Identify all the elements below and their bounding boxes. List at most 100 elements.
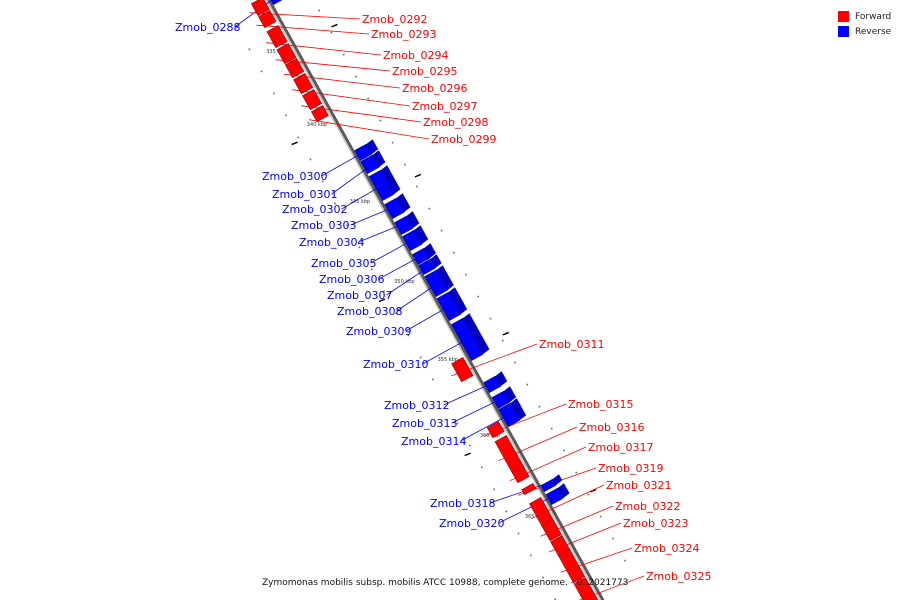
gene-zmob_0315[interactable] [486,421,505,439]
gene-label[interactable]: Zmob_0314 [401,435,466,448]
gene-label[interactable]: Zmob_0321 [606,479,671,492]
gene-zmob_0297[interactable] [293,73,314,95]
minor-tick [505,510,508,513]
gene-label[interactable]: Zmob_0299 [431,133,496,146]
gene-zmob_0302[interactable] [368,165,401,201]
gene-label[interactable]: Zmob_0301 [272,188,337,201]
gene-label[interactable]: Zmob_0295 [392,65,457,78]
gene-label[interactable]: Zmob_0297 [412,100,477,113]
gene-bevel [293,78,302,94]
figure-caption: Zymomonas mobilis subsp. mobilis ATCC 10… [262,578,629,588]
gene-zmob_0320[interactable] [545,483,570,505]
gene-label[interactable]: Zmob_0319 [598,462,663,475]
gene-zmob_0305[interactable] [402,225,429,251]
minor-tick [526,383,529,386]
gene-zmob_0309[interactable] [436,287,468,321]
gene-zmob_0312[interactable] [483,371,508,393]
gene-label[interactable]: Zmob_0302 [282,203,347,216]
gene-bevel [451,362,462,382]
gene-label[interactable]: Zmob_0307 [327,289,392,302]
gene-label[interactable]: Zmob_0310 [363,358,428,371]
gene-label[interactable]: Zmob_0308 [337,305,402,318]
gene-label[interactable]: Zmob_0322 [615,500,680,513]
legend: Forward Reverse [838,9,891,39]
gene-zmob_0304[interactable] [394,211,420,235]
gene-label[interactable]: Zmob_0325 [646,570,711,583]
gene-zmob_0303[interactable] [384,193,411,219]
gene-zmob_0319[interactable] [521,483,537,496]
gene-zmob_0322[interactable] [541,519,562,542]
gene-label[interactable]: Zmob_0305 [311,257,376,270]
gene-zmob_0298[interactable] [302,89,323,111]
gene-label[interactable]: Zmob_0300 [262,170,327,183]
minor-tick [468,444,471,447]
gene-zmob_0293[interactable] [258,10,277,29]
minor-tick [517,532,520,535]
gene-label[interactable]: Zmob_0304 [299,236,364,249]
gene-label[interactable]: Zmob_0312 [384,399,449,412]
legend-label: Forward [855,11,892,22]
legend-label: Reverse [855,26,892,37]
gene-label[interactable]: Zmob_0296 [402,82,467,95]
minor-tick [538,405,541,408]
gene-label[interactable]: Zmob_0316 [579,421,644,434]
gene-bevel [557,483,570,499]
gene-label[interactable]: Zmob_0292 [362,13,427,26]
gene-zmob_0295[interactable] [276,43,297,65]
gene-zmob_0288[interactable] [267,0,292,5]
gene-zmob_0318[interactable] [540,474,563,492]
gene-zmob_0310[interactable] [451,313,490,361]
gene-zmob_0296[interactable] [284,58,305,79]
gene-zmob_0301[interactable] [360,150,386,174]
gene-label[interactable]: Zmob_0294 [383,49,448,62]
gene-label[interactable]: Zmob_0318 [430,497,495,510]
gene-bevel [406,211,420,229]
legend-item-reverse: Reverse [838,24,891,39]
minor-tick [599,515,602,518]
gene-bevel [366,139,379,155]
gene-label[interactable]: Zmob_0293 [371,28,436,41]
gene-bevel [250,2,259,16]
minor-tick [456,422,459,425]
gene-label[interactable]: Zmob_0288 [175,21,240,34]
gene-label[interactable]: Zmob_0317 [588,441,653,454]
gene-zmob_0299[interactable] [310,105,329,123]
gene-zmob_0300[interactable] [354,139,379,161]
gene-label[interactable]: Zmob_0323 [623,517,688,530]
forward-swatch [838,11,849,22]
gene-zmob_0294[interactable] [266,25,288,49]
leader-line [256,24,370,35]
gene-bevel [413,225,429,245]
gene-label[interactable]: Zmob_0313 [392,417,457,430]
gene-bevel [436,265,454,291]
gene-zmob_0306[interactable] [412,243,437,265]
gene-zmob_0311[interactable] [451,357,474,383]
gene-zmob_0292[interactable] [250,0,270,17]
gene-zmob_0325[interactable] [573,577,601,600]
gene-label[interactable]: Zmob_0320 [439,517,504,530]
gene-features [250,0,601,600]
reverse-gene-arrow [270,0,283,5]
gene-zmob_0313[interactable] [491,386,517,409]
gene-label[interactable]: Zmob_0309 [346,325,411,338]
gene-zmob_0307[interactable] [418,254,442,275]
gene-bevel [302,94,311,110]
gene-label[interactable]: Zmob_0324 [634,542,699,555]
minor-tick [444,400,446,403]
gene-label[interactable]: Zmob_0311 [539,338,604,351]
minor-tick [542,576,544,579]
gene-bevel [430,254,442,269]
minor-tick [550,427,553,430]
gene-label[interactable]: Zmob_0306 [319,273,384,286]
gene-label[interactable]: Zmob_0315 [568,398,633,411]
gene-zmob_0308[interactable] [424,265,454,297]
scale-label: 360 kbp [480,433,500,439]
gene-zmob_0324[interactable] [557,549,586,584]
gene-zmob_0314[interactable] [498,398,527,427]
gene-label[interactable]: Zmob_0298 [423,116,488,129]
gene-zmob_0317[interactable] [511,466,530,484]
gene-label[interactable]: Zmob_0303 [291,219,356,232]
gene-bevel [573,582,584,600]
minor-tick [342,53,345,56]
